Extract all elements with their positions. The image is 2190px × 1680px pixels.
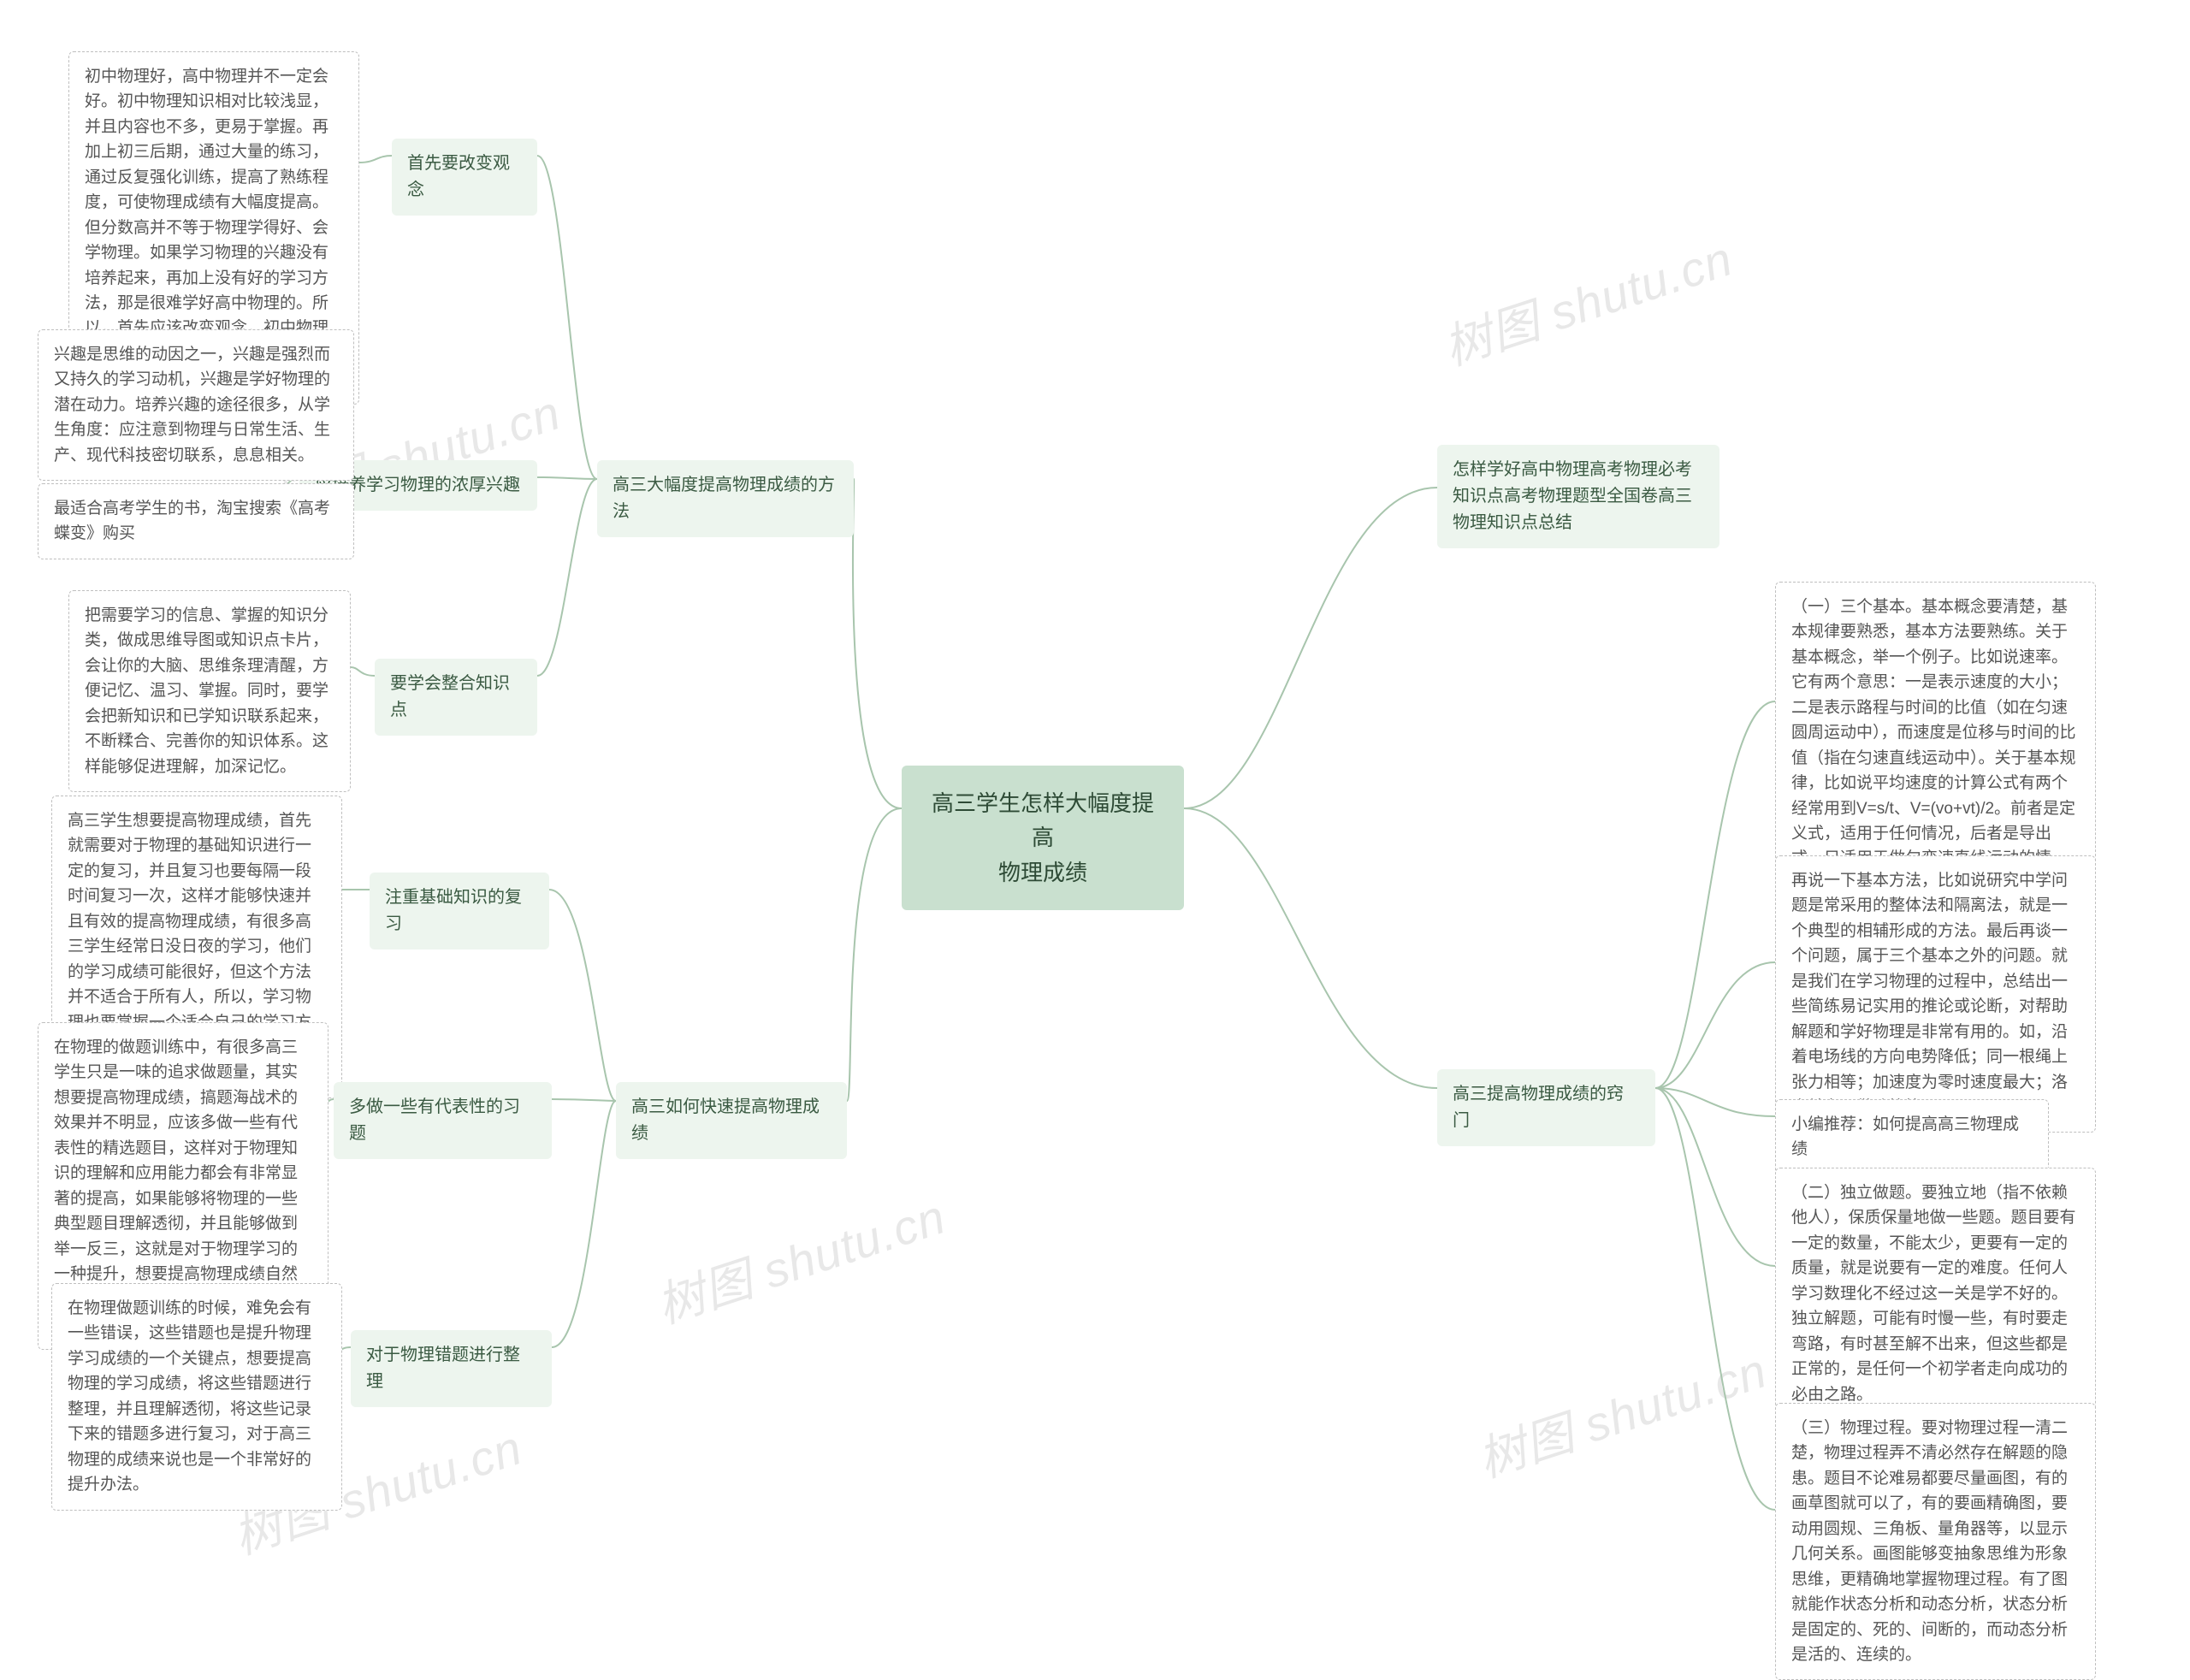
center-text: 高三学生怎样大幅度提高物理成绩 (932, 790, 1154, 885)
leaf-r2c-text: 小编推荐：如何提高高三物理成绩 (1791, 1115, 2019, 1158)
leaf-r2d: （二）独立做题。要独立地（指不依赖他人），保质保量地做一些题。题目要有一定的数量… (1775, 1168, 2096, 1420)
center-node[interactable]: 高三学生怎样大幅度提高物理成绩 (902, 766, 1184, 910)
leaf-r2b-text: 再说一下基本方法，比如说研究中学问题是常采用的整体法和隔离法，就是一个典型的相辅… (1791, 872, 2068, 1116)
subtopic-l2a-label: 注重基础知识的复习 (385, 888, 522, 933)
leaf-r2b: 再说一下基本方法，比如说研究中学问题是常采用的整体法和隔离法，就是一个典型的相辅… (1775, 855, 2096, 1133)
leaf-l2c: 在物理做题训练的时候，难免会有一些错误，这些错题也是提升物理学习成绩的一个关键点… (51, 1283, 342, 1511)
leaf-l1b-text: 兴趣是思维的动因之一，兴趣是强烈而又持久的学习动机，兴趣是学好物理的潜在动力。培… (54, 346, 330, 464)
subtopic-l2c-label: 对于物理错题进行整理 (366, 1346, 520, 1391)
branch-left2[interactable]: 高三如何快速提高物理成绩 (616, 1082, 847, 1159)
subtopic-l1c-label: 要学会整合知识点 (390, 674, 510, 719)
subtopic-l2b[interactable]: 多做一些有代表性的习题 (334, 1082, 552, 1159)
subtopic-l1a-label: 首先要改变观念 (407, 154, 510, 199)
subtopic-l1a[interactable]: 首先要改变观念 (392, 139, 537, 216)
branch-right1[interactable]: 怎样学好高中物理高考物理必考知识点高考物理题型全国卷高三物理知识点总结 (1437, 445, 1719, 548)
watermark: 树图 shutu.cn (1468, 1333, 1774, 1491)
leaf-r2c: 小编推荐：如何提高高三物理成绩 (1775, 1099, 2049, 1175)
subtopic-l2b-label: 多做一些有代表性的习题 (349, 1097, 520, 1143)
leaf-l1c: 把需要学习的信息、掌握的知识分类，做成思维导图或知识点卡片，会让你的大脑、思维条… (68, 590, 351, 792)
branch-left1-label: 高三大幅度提高物理成绩的方法 (613, 476, 835, 521)
leaf-l1b2-text: 最适合高考学生的书，淘宝搜索《高考蝶变》购买 (54, 500, 330, 542)
branch-right2-label: 高三提高物理成绩的窍门 (1453, 1085, 1624, 1130)
branch-right1-label: 怎样学好高中物理高考物理必考知识点高考物理题型全国卷高三物理知识点总结 (1453, 460, 1692, 532)
branch-right2[interactable]: 高三提高物理成绩的窍门 (1437, 1069, 1655, 1146)
leaf-r2e: （三）物理过程。要对物理过程一清二楚，物理过程弄不清必然存在解题的隐患。题目不论… (1775, 1403, 2096, 1680)
mindmap-canvas: 树图 shutu.cn 树图 shutu.cn 树图 shutu.cn 树图 s… (0, 0, 2190, 1677)
leaf-r2e-text: （三）物理过程。要对物理过程一清二楚，物理过程弄不清必然存在解题的隐患。题目不论… (1791, 1419, 2068, 1664)
subtopic-l1c[interactable]: 要学会整合知识点 (375, 659, 537, 736)
leaf-l1b: 兴趣是思维的动因之一，兴趣是强烈而又持久的学习动机，兴趣是学好物理的潜在动力。培… (38, 329, 354, 481)
watermark: 树图 shutu.cn (647, 1179, 953, 1337)
leaf-r2a-text: （一）三个基本。基本概念要清楚，基本规律要熟悉，基本方法要熟练。关于基本概念，举… (1791, 598, 2076, 893)
subtopic-l2a[interactable]: 注重基础知识的复习 (370, 873, 549, 949)
leaf-l2c-text: 在物理做题训练的时候，难免会有一些错误，这些错题也是提升物理学习成绩的一个关键点… (68, 1299, 311, 1494)
subtopic-l2c[interactable]: 对于物理错题进行整理 (351, 1330, 552, 1407)
leaf-r2d-text: （二）独立做题。要独立地（指不依赖他人），保质保量地做一些题。题目要有一定的数量… (1791, 1184, 2076, 1404)
leaf-l1b2: 最适合高考学生的书，淘宝搜索《高考蝶变》购买 (38, 483, 354, 559)
branch-left1[interactable]: 高三大幅度提高物理成绩的方法 (597, 460, 854, 537)
leaf-l1c-text: 把需要学习的信息、掌握的知识分类，做成思维导图或知识点卡片，会让你的大脑、思维条… (85, 606, 328, 776)
watermark: 树图 shutu.cn (1434, 221, 1740, 379)
branch-left2-label: 高三如何快速提高物理成绩 (631, 1097, 820, 1143)
